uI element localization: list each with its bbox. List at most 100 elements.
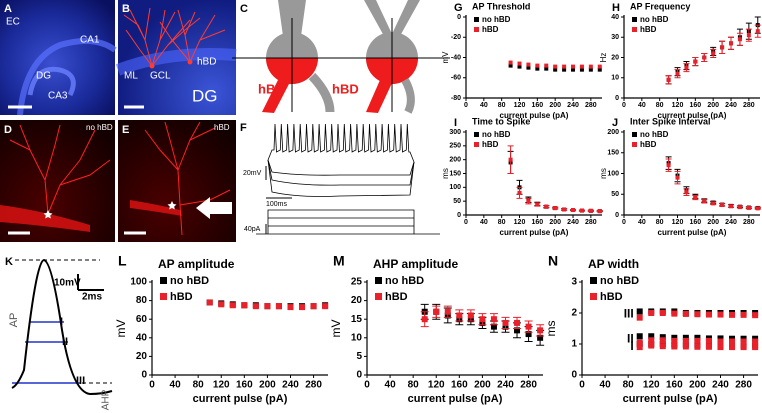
data-point: [671, 337, 678, 344]
image-e: [118, 120, 236, 242]
y-tick-label: 20: [136, 351, 148, 362]
data-point: [517, 61, 522, 66]
data-point: [525, 323, 532, 330]
data-point: [525, 331, 532, 338]
chart-title: Inter Spike Interval: [630, 116, 711, 126]
y-tick-label: 2: [571, 308, 577, 319]
legend-label: hBD: [640, 140, 657, 149]
y-tick-label: 50: [611, 191, 619, 198]
data-point: [693, 195, 698, 200]
x-tick-label: 0: [149, 380, 155, 391]
panel-letter: F: [240, 122, 247, 134]
x-axis-label: current pulse (pA): [658, 228, 727, 237]
voltage-trace: [267, 159, 415, 176]
y-tick-label: 100: [130, 277, 147, 288]
x-tick-label: 40: [638, 219, 646, 226]
x-axis-label: current pulse (pA): [408, 393, 503, 405]
y-tick-label: 60: [136, 314, 148, 325]
y-axis-label: ms: [544, 321, 558, 337]
legend-swatch: [632, 132, 637, 137]
data-point: [579, 64, 584, 69]
legend-label: no hBD: [482, 130, 511, 139]
data-point: [729, 338, 736, 345]
scale-label: 20mV: [243, 170, 262, 177]
data-point: [514, 327, 521, 334]
data-point: [562, 67, 567, 72]
level-label: I: [630, 339, 633, 353]
cell-layer: [17, 38, 117, 116]
x-tick-label: 160: [532, 102, 544, 109]
scale-label: 2ms: [82, 292, 102, 303]
legend-label: no hBD: [385, 275, 424, 287]
data-point: [755, 206, 760, 211]
data-point: [659, 310, 666, 316]
data-point: [490, 323, 497, 330]
x-tick-label: 80: [408, 380, 420, 391]
data-point: [740, 311, 747, 318]
x-tick-label: 240: [725, 102, 737, 109]
data-point: [737, 37, 742, 42]
data-point: [693, 59, 698, 64]
data-point: [579, 208, 584, 213]
data-point: [666, 77, 671, 82]
data-point: [694, 334, 701, 341]
panel-c: C hBD hBD: [232, 0, 450, 114]
y-tick-label: 40: [136, 332, 148, 343]
region-label: ML: [124, 71, 138, 82]
data-point: [444, 308, 451, 315]
legend-swatch: [474, 27, 479, 32]
legend-swatch: [375, 277, 382, 284]
x-tick-label: 40: [600, 380, 612, 391]
dendrites: [144, 121, 231, 236]
legend-label: no hBD: [170, 275, 209, 287]
data-point: [508, 60, 513, 65]
y-tick-label: 50: [453, 198, 461, 205]
panel-letter: H: [612, 2, 620, 14]
data-point: [467, 312, 474, 319]
x-tick-label: 280: [585, 219, 597, 226]
legend-swatch: [590, 277, 597, 284]
y-tick-label: 300: [449, 129, 461, 136]
x-tick-label: 40: [480, 219, 488, 226]
y-tick-label: -40: [451, 54, 461, 61]
legend-swatch: [632, 142, 637, 147]
panel-d: D no hBD: [0, 120, 115, 242]
scale-label: 10mV: [54, 278, 81, 289]
y-tick-label: 250: [449, 143, 461, 150]
y-tick-label: 150: [449, 170, 461, 177]
legend-swatch: [474, 132, 479, 137]
data-point: [682, 310, 689, 317]
x-axis-label: current pulse (pA): [500, 111, 569, 120]
y-tick-label: 30: [611, 34, 619, 41]
asterisk: [43, 210, 53, 219]
chart-title: AP Threshold: [472, 1, 530, 11]
data-point: [526, 62, 531, 67]
data-point: [682, 343, 689, 350]
y-tick-label: 0: [571, 370, 577, 381]
data-point: [218, 301, 225, 308]
dentate-gyrus: [27, 66, 76, 97]
ahp-label: AHP: [101, 389, 112, 410]
y-tick-label: 0: [141, 370, 147, 381]
asterisk: [167, 201, 177, 210]
granule-layer: [115, 48, 237, 76]
x-tick-label: 200: [689, 380, 706, 391]
x-tick-label: 120: [514, 219, 526, 226]
x-tick-label: 120: [672, 219, 684, 226]
data-point: [717, 338, 724, 345]
data-point: [717, 344, 724, 351]
data-point: [571, 64, 576, 69]
x-tick-label: 280: [305, 380, 322, 391]
panel-b: B ML GCL hBD DG: [115, 0, 237, 115]
chart-title: AP amplitude: [158, 257, 235, 271]
chart-title: Time to Spike: [472, 116, 530, 126]
panel-letter: E: [122, 124, 129, 136]
x-tick-label: 40: [385, 380, 397, 391]
data-point: [717, 311, 724, 318]
data-point: [514, 319, 521, 326]
data-point: [717, 335, 724, 342]
x-tick-label: 0: [579, 380, 585, 391]
chart-title: AP width: [588, 257, 639, 271]
y-tick-label: 10: [351, 332, 363, 343]
ap-label: AP: [8, 313, 20, 328]
